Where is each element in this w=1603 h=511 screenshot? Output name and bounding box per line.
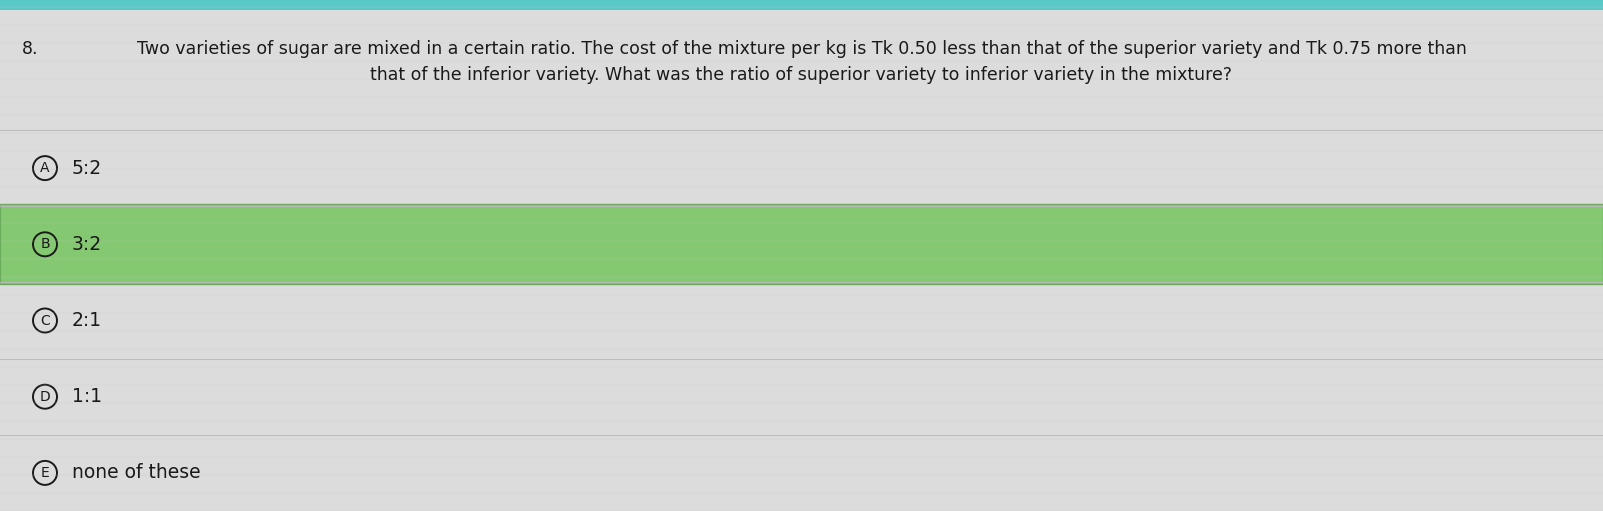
Text: that of the inferior variety. What was the ratio of superior variety to inferior: that of the inferior variety. What was t… [370,66,1233,84]
Text: none of these: none of these [72,463,200,482]
Bar [0,0,1603,10]
Text: B: B [40,237,50,251]
Text: C: C [40,314,50,328]
Text: E: E [40,466,50,480]
Text: 2:1: 2:1 [72,311,103,330]
Bar [0,204,1603,285]
Text: 1:1: 1:1 [72,387,103,406]
Text: Two varieties of sugar are mixed in a certain ratio. The cost of the mixture per: Two varieties of sugar are mixed in a ce… [136,40,1467,58]
Text: D: D [40,390,50,404]
Text: A: A [40,161,50,175]
Text: 3:2: 3:2 [72,235,103,254]
Text: 5:2: 5:2 [72,158,103,178]
Text: 8.: 8. [22,40,38,58]
